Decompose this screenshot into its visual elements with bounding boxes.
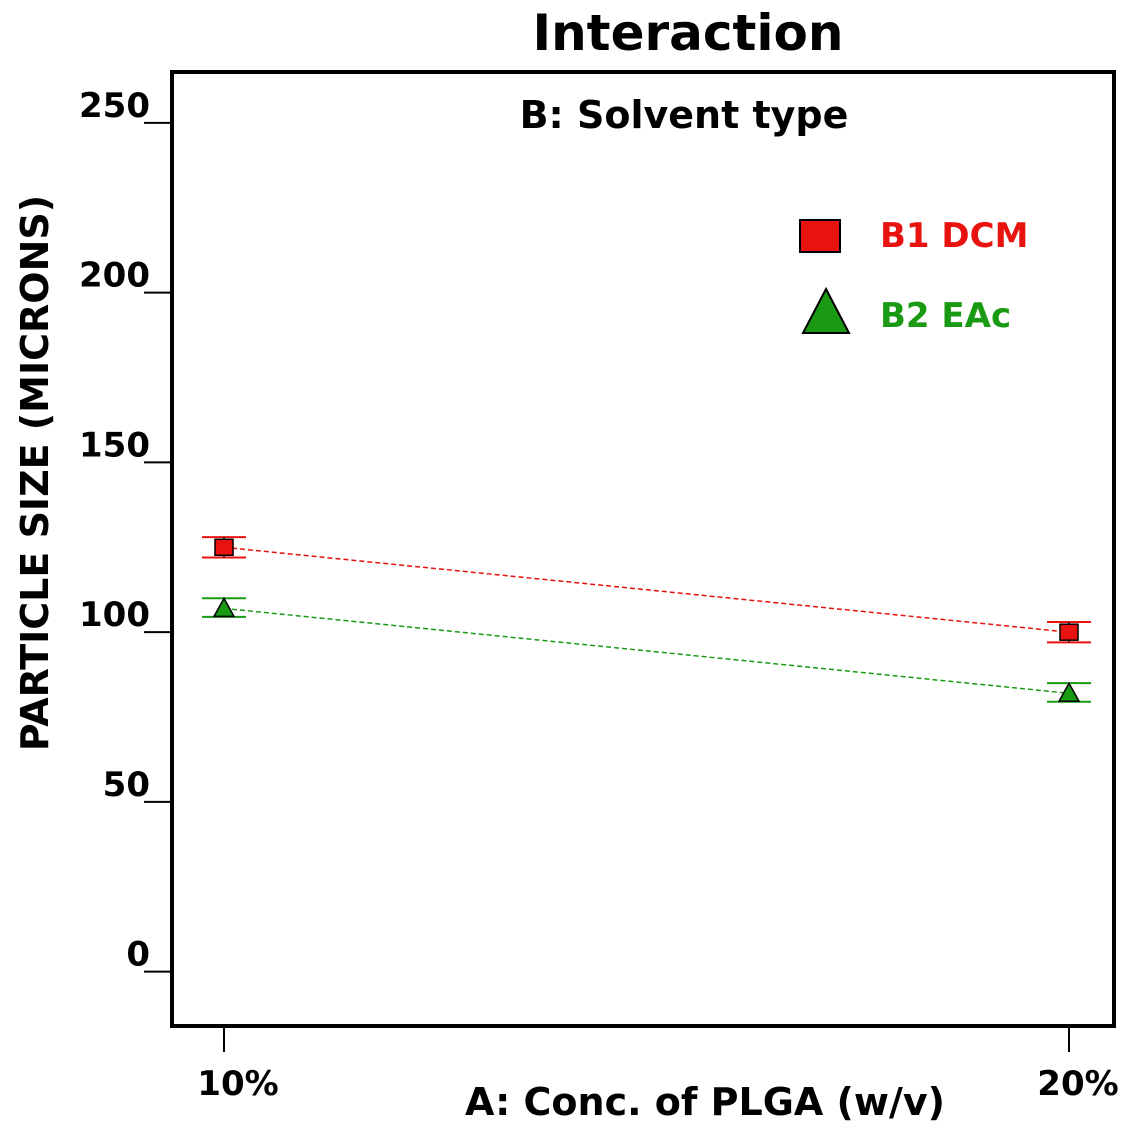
data-point-square [214, 538, 234, 557]
series-line-1 [223, 546, 1070, 633]
y-axis-label: PARTICLE SIZE (MICRONS) [13, 195, 57, 751]
chart-subtitle: B: Solvent type [520, 93, 849, 137]
legend-label: B1 DCM [880, 216, 1028, 256]
y-tick-label: 0 [126, 935, 150, 975]
y-tick-label: 200 [79, 256, 150, 296]
y-tick-label: 100 [79, 595, 150, 635]
chart-title: Interaction [532, 4, 843, 62]
series-line-2 [223, 607, 1070, 695]
plot-marks: 0 50 100 150 200 250 10% 20% B1 DCM B2 EAc [79, 86, 1119, 1104]
legend-triangle-icon [801, 286, 851, 334]
y-tick-label: 250 [79, 86, 150, 126]
y-tick-label: 50 [103, 765, 150, 805]
plot-frame [170, 70, 1116, 1028]
x-tick-label: 10% [197, 1064, 278, 1104]
x-tick-label: 20% [1037, 1064, 1118, 1104]
data-point-triangle [1057, 681, 1081, 703]
data-point-triangle [212, 596, 236, 618]
y-tick-label: 150 [79, 425, 150, 465]
legend-label: B2 EAc [880, 296, 1011, 336]
legend-square-icon [799, 219, 841, 253]
x-axis-label: A: Conc. of PLGA (w/v) [465, 1080, 945, 1124]
data-point-square [1059, 623, 1079, 641]
